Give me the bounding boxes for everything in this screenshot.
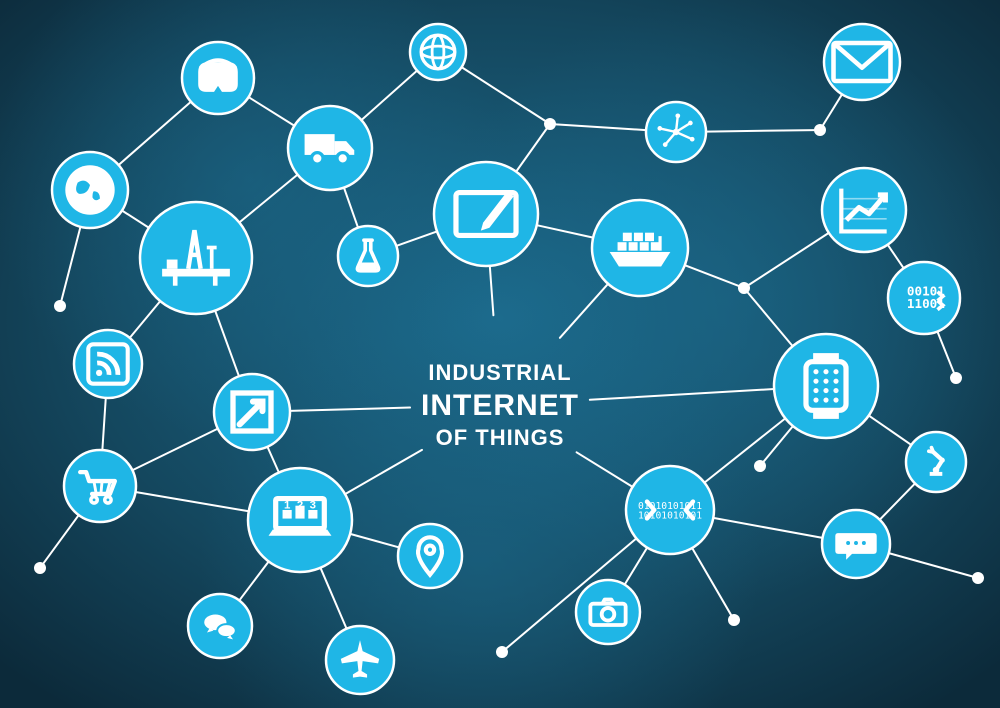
node-envelope	[824, 24, 900, 100]
endpoint-dot	[738, 282, 750, 294]
title-block: INDUSTRIAL INTERNET OF THINGS	[421, 359, 579, 452]
node-rss	[74, 330, 142, 398]
laptop-icon: 123	[269, 499, 332, 536]
endpoint-dot	[34, 562, 46, 574]
binary-node-icon: 0101010101110101010101	[638, 501, 702, 522]
endpoint-dot	[814, 124, 826, 136]
node-sphere	[410, 24, 466, 80]
endpoint-dot	[496, 646, 508, 658]
svg-text:2: 2	[297, 500, 303, 512]
node-vr	[182, 42, 254, 114]
node-cart	[64, 450, 136, 522]
endpoint-dot	[754, 460, 766, 472]
node-code: 0101010101110101010101	[626, 466, 714, 554]
title-line-3: OF THINGS	[421, 424, 579, 452]
node-plane	[326, 626, 394, 694]
node-globe	[52, 152, 128, 228]
endpoint-dot	[728, 614, 740, 626]
endpoint-dot	[972, 572, 984, 584]
node-ship	[592, 200, 688, 296]
endpoint-dot	[544, 118, 556, 130]
node-network	[646, 102, 706, 162]
svg-text:10101010101: 10101010101	[638, 510, 702, 521]
node-rig	[140, 202, 252, 314]
node-expand	[214, 374, 290, 450]
node-binary: 0010111001	[888, 262, 960, 334]
node-robotarm	[906, 432, 966, 492]
node-flask	[338, 226, 398, 286]
node-chart	[822, 168, 906, 252]
node-tablet	[434, 162, 538, 266]
node-camera	[576, 580, 640, 644]
endpoint-dot	[950, 372, 962, 384]
title-line-1: INDUSTRIAL	[421, 359, 579, 387]
iiot-infographic: 0010111001 123 0101010101110101010101 INDU…	[0, 0, 1000, 708]
binary-data-icon: 0010111001	[907, 283, 945, 311]
globe-icon	[65, 165, 114, 214]
node-message	[822, 510, 890, 578]
svg-text:3: 3	[310, 500, 316, 512]
diagram-canvas: 0010111001 123 0101010101110101010101	[0, 0, 1000, 708]
node-laptop: 123	[248, 468, 352, 572]
node-chatbub	[188, 594, 252, 658]
svg-text:1: 1	[284, 500, 291, 512]
node-truck	[288, 106, 372, 190]
title-line-2: INTERNET	[421, 386, 579, 424]
node-pin	[398, 524, 462, 588]
node-watch	[774, 334, 878, 438]
endpoint-dot	[54, 300, 66, 312]
